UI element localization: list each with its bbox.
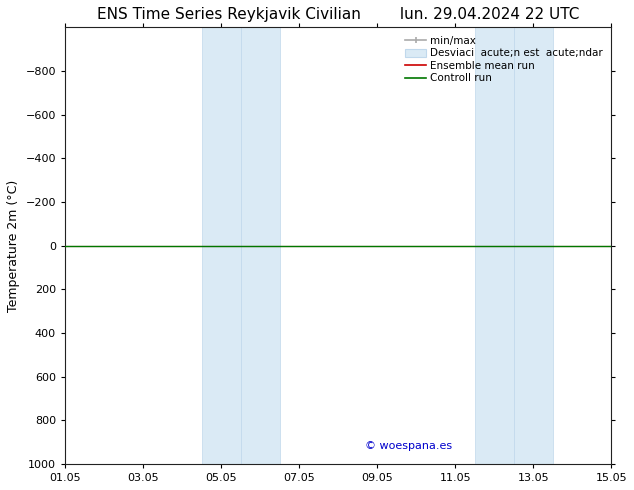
Text: © woespana.es: © woespana.es	[365, 441, 453, 451]
Bar	[240, 27, 280, 464]
Bar	[202, 27, 240, 464]
Bar	[475, 27, 514, 464]
Legend: min/max, Desviaci  acute;n est  acute;ndar, Ensemble mean run, Controll run: min/max, Desviaci acute;n est acute;ndar…	[402, 32, 606, 87]
Bar	[514, 27, 553, 464]
Y-axis label: Temperature 2m (°C): Temperature 2m (°C)	[7, 179, 20, 312]
Title: ENS Time Series Reykjavik Civilian        lun. 29.04.2024 22 UTC: ENS Time Series Reykjavik Civilian lun. …	[97, 7, 579, 22]
